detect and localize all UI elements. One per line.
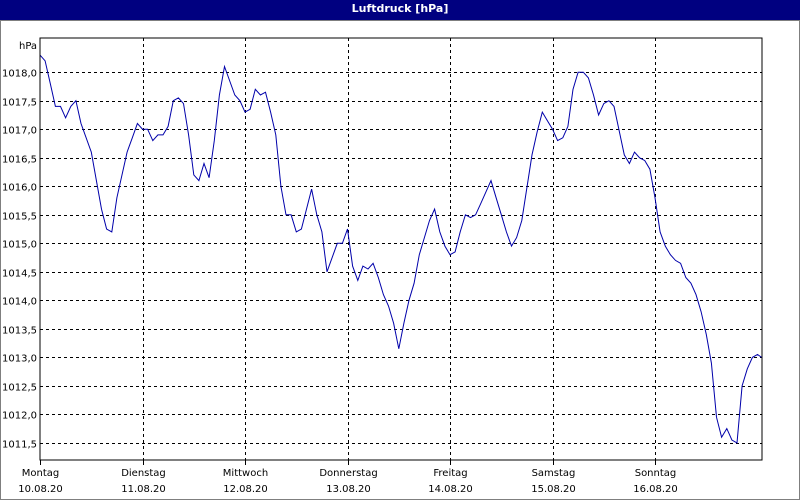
y-tick-label: 1012,0 [2, 411, 37, 422]
x-tick-day-label: Montag [22, 468, 59, 479]
y-tick-label: 1015,0 [2, 240, 37, 251]
x-tick-date-label: 15.08.20 [531, 484, 576, 495]
y-tick-label: 1017,5 [2, 98, 37, 109]
x-tick-day-label: Mittwoch [223, 468, 268, 479]
y-tick-label: 1016,0 [2, 183, 37, 194]
y-tick-label: 1014,0 [2, 297, 37, 308]
x-tick-day-label: Dienstag [121, 468, 166, 479]
x-tick-date-label: 10.08.20 [18, 484, 63, 495]
x-tick-date-label: 11.08.20 [121, 484, 166, 495]
y-tick-label: 1014,5 [2, 269, 37, 280]
x-tick-day-label: Sonntag [635, 468, 677, 479]
x-tick-day-label: Freitag [433, 468, 467, 479]
x-tick-day-label: Samstag [532, 468, 576, 479]
x-tick-date-label: 12.08.20 [223, 484, 268, 495]
y-axis-unit-label: hPa [19, 41, 37, 52]
y-tick-label: 1015,5 [2, 212, 37, 223]
pressure-series-line [39, 54, 762, 444]
x-tick-day-label: Donnerstag [319, 468, 377, 479]
y-tick-label: 1016,5 [2, 155, 37, 166]
x-tick-date-label: 13.08.20 [326, 484, 371, 495]
plot-area-border [39, 37, 763, 461]
y-tick-label: 1017,0 [2, 126, 37, 137]
y-tick-label: 1018,0 [2, 69, 37, 80]
y-tick-label: 1011,5 [2, 440, 37, 451]
y-tick-label: 1013,0 [2, 354, 37, 365]
x-tick-date-label: 16.08.20 [633, 484, 678, 495]
x-tick-date-label: 14.08.20 [428, 484, 473, 495]
y-tick-label: 1012,5 [2, 383, 37, 394]
y-tick-label: 1013,5 [2, 326, 37, 337]
chart-title: Luftdruck [hPa] [0, 0, 800, 20]
